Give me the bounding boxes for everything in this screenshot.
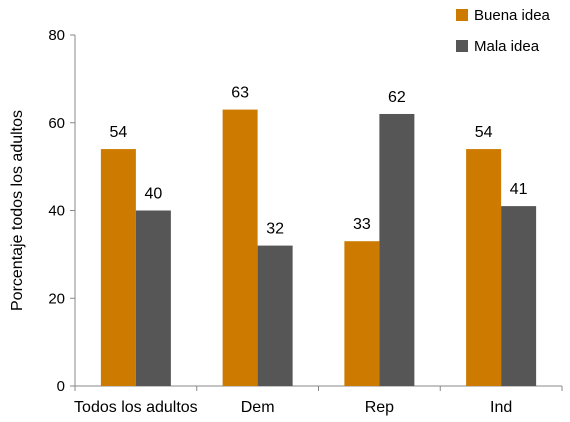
- legend-label-mala-idea: Mala idea: [474, 37, 540, 55]
- data-label: 33: [353, 216, 371, 233]
- bar-mala-idea: [135, 210, 171, 386]
- y-axis-label: Porcentaje todos los adultos: [9, 110, 26, 311]
- data-label: 63: [231, 85, 249, 102]
- x-tick-label: Rep: [365, 399, 394, 416]
- legend-item-buena-idea: Buena idea: [456, 4, 550, 26]
- y-tick-label: 40: [48, 203, 65, 220]
- data-label: 32: [266, 221, 284, 238]
- bar-mala-idea: [379, 113, 415, 386]
- legend: Buena idea Mala idea: [456, 4, 550, 66]
- legend-swatch-mala-idea: [456, 40, 468, 52]
- data-label: 40: [144, 186, 162, 203]
- y-tick-label: 80: [48, 27, 65, 44]
- data-label: 62: [388, 89, 406, 106]
- legend-label-buena-idea: Buena idea: [474, 6, 550, 24]
- bar-buena-idea: [222, 109, 258, 387]
- y-tick-label: 20: [48, 290, 65, 307]
- bar-buena-idea: [344, 241, 380, 386]
- bar-mala-idea: [257, 245, 293, 386]
- bar-buena-idea: [466, 149, 502, 386]
- x-tick-label: Dem: [241, 399, 275, 416]
- data-label: 54: [475, 124, 493, 141]
- y-tick-label: 0: [57, 378, 65, 395]
- x-tick-label: Ind: [490, 399, 512, 416]
- bar-buena-idea: [100, 149, 136, 386]
- bar-mala-idea: [501, 206, 537, 386]
- y-tick-label: 60: [48, 115, 65, 132]
- legend-item-mala-idea: Mala idea: [456, 35, 550, 57]
- data-label: 54: [109, 124, 127, 141]
- x-tick-label: Todos los adultos: [74, 399, 198, 416]
- data-label: 41: [510, 181, 528, 198]
- legend-swatch-buena-idea: [456, 9, 468, 21]
